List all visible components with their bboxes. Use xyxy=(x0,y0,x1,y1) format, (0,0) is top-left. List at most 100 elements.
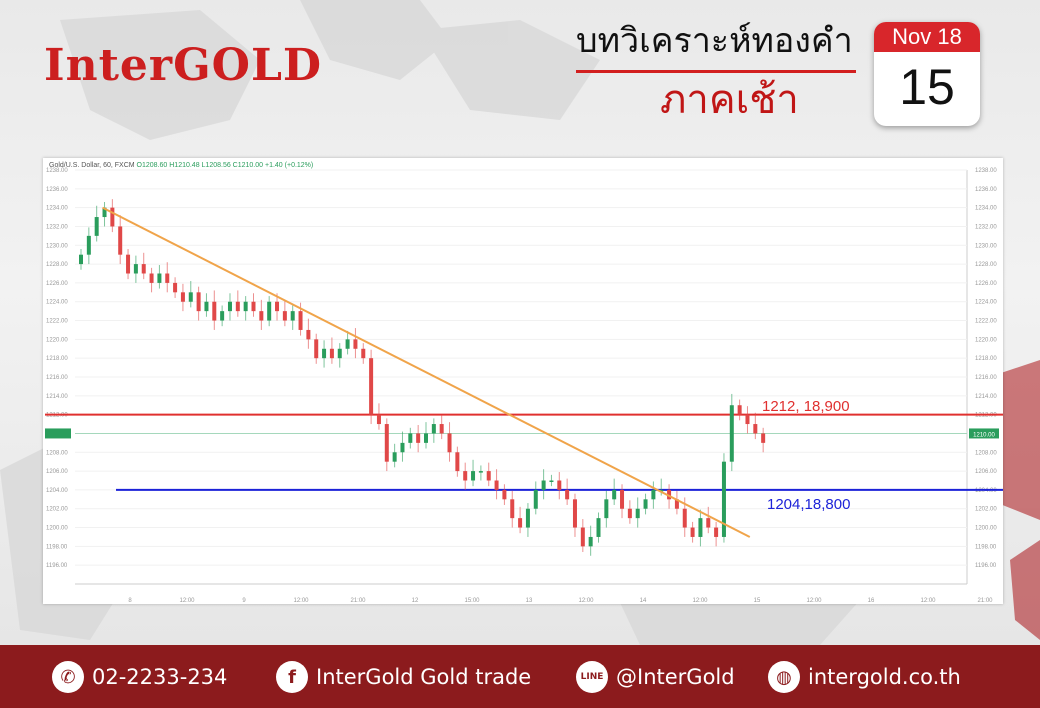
phone-icon: ✆ xyxy=(52,661,84,693)
y-tick-label-left: 1196.00 xyxy=(46,563,68,569)
support-label: 1204,18,800 xyxy=(767,496,851,513)
candle xyxy=(729,405,734,462)
candle xyxy=(431,424,436,434)
candle xyxy=(572,499,577,528)
y-tick-label-left: 1226.00 xyxy=(46,281,68,287)
candle xyxy=(392,452,397,462)
y-tick-label-left: 1208.00 xyxy=(46,450,68,456)
candle xyxy=(604,499,609,519)
candle xyxy=(588,536,593,547)
candle xyxy=(761,433,766,443)
footer-line[interactable]: LINE @InterGold xyxy=(576,661,735,693)
page-subtitle: ภาคเช้า xyxy=(660,77,799,123)
candle xyxy=(376,414,381,425)
current-price-tag-left xyxy=(45,428,71,439)
candle xyxy=(180,292,185,302)
footer-phone[interactable]: ✆ 02-2233-234 xyxy=(52,661,227,693)
candle xyxy=(275,301,280,312)
candle xyxy=(525,508,530,528)
y-tick-label-left: 1230.00 xyxy=(46,243,68,249)
candle xyxy=(706,518,711,528)
y-tick-label: 1196.00 xyxy=(975,563,997,569)
y-tick-label: 1232.00 xyxy=(975,224,997,230)
y-tick-label: 1200.00 xyxy=(975,526,997,532)
candle xyxy=(141,264,146,274)
candle xyxy=(133,264,138,274)
facebook-icon: f xyxy=(276,661,308,693)
footer-bar: ✆ 02-2233-234 f InterGold Gold trade LIN… xyxy=(0,645,1040,708)
x-tick-label: 12:00 xyxy=(920,598,936,604)
candle xyxy=(455,452,460,472)
candle xyxy=(306,329,311,340)
y-tick-label: 1234.00 xyxy=(975,206,997,212)
candle xyxy=(463,471,468,481)
footer-website[interactable]: ◍ intergold.co.th xyxy=(768,661,961,693)
candle xyxy=(235,301,240,312)
y-tick-label-left: 1198.00 xyxy=(46,544,68,550)
candle xyxy=(510,499,515,519)
y-tick-label: 1226.00 xyxy=(975,281,997,287)
candle xyxy=(612,489,617,500)
candle xyxy=(439,424,444,434)
price-chart: 1238.00 1238.00 1236.00 1236.00 1234.00 1234.… xyxy=(43,158,1003,604)
candle xyxy=(565,489,570,500)
intergold-logo: InterGOLD xyxy=(44,40,323,91)
calendar-badge: Nov 18 15 xyxy=(874,22,980,126)
candle xyxy=(94,217,99,236)
page-title: บทวิเคราะห์ทองคำ xyxy=(576,21,853,61)
candle xyxy=(314,339,319,359)
candle xyxy=(643,499,648,509)
candle xyxy=(533,489,538,509)
candle xyxy=(298,311,303,330)
candle xyxy=(635,508,640,519)
candle xyxy=(667,489,672,500)
x-tick-label: 12:00 xyxy=(578,598,594,604)
candle xyxy=(361,348,366,359)
phone-text: 02-2233-234 xyxy=(92,665,228,689)
candle xyxy=(745,414,750,425)
y-tick-label-left: 1232.00 xyxy=(46,224,68,230)
candle xyxy=(714,527,719,537)
candle xyxy=(118,226,123,255)
candle xyxy=(557,480,562,490)
y-tick-label-left: 1224.00 xyxy=(46,300,68,306)
y-tick-label-left: 1222.00 xyxy=(46,319,68,325)
x-tick-label: 21:00 xyxy=(977,598,993,604)
candle xyxy=(400,442,405,453)
candle xyxy=(79,254,83,265)
current-price-tag xyxy=(969,428,999,439)
y-tick-label-left: 1238.00 xyxy=(46,168,68,174)
candle xyxy=(580,527,585,547)
footer-facebook[interactable]: f InterGold Gold trade xyxy=(276,661,531,693)
y-tick-label-left: 1228.00 xyxy=(46,262,68,268)
y-tick-label-left: 1204.00 xyxy=(46,488,68,494)
candle xyxy=(212,301,217,321)
x-tick-label: 12:00 xyxy=(692,598,708,604)
candle xyxy=(110,207,115,227)
candle xyxy=(682,508,687,528)
calendar-month: Nov 18 xyxy=(874,22,980,52)
candle xyxy=(157,273,162,283)
x-tick-label: 15 xyxy=(754,598,761,604)
candle xyxy=(126,254,131,274)
candle xyxy=(345,339,350,349)
chart-canvas: 1238.00 1238.00 1236.00 1236.00 1234.00 1234.… xyxy=(45,168,1003,604)
candle xyxy=(502,489,507,500)
candle xyxy=(721,461,726,537)
facebook-text: InterGold Gold trade xyxy=(316,665,532,689)
candle xyxy=(627,508,632,519)
candle xyxy=(659,489,664,492)
y-tick-label: 1236.00 xyxy=(975,187,997,193)
chart-ohlc: O1208.60 H1210.48 L1208.56 C1210.00 +1.4… xyxy=(136,162,314,169)
candle xyxy=(596,518,601,537)
candle xyxy=(165,273,170,283)
y-tick-label: 1198.00 xyxy=(975,544,997,550)
candle xyxy=(753,424,758,434)
x-tick-label: 9 xyxy=(242,598,246,604)
y-tick-label: 1222.00 xyxy=(975,319,997,325)
y-tick-label: 1216.00 xyxy=(975,375,997,381)
y-tick-label-left: 1206.00 xyxy=(46,469,68,475)
candle xyxy=(243,301,248,312)
candle xyxy=(690,527,695,537)
y-tick-label: 1218.00 xyxy=(975,356,997,362)
